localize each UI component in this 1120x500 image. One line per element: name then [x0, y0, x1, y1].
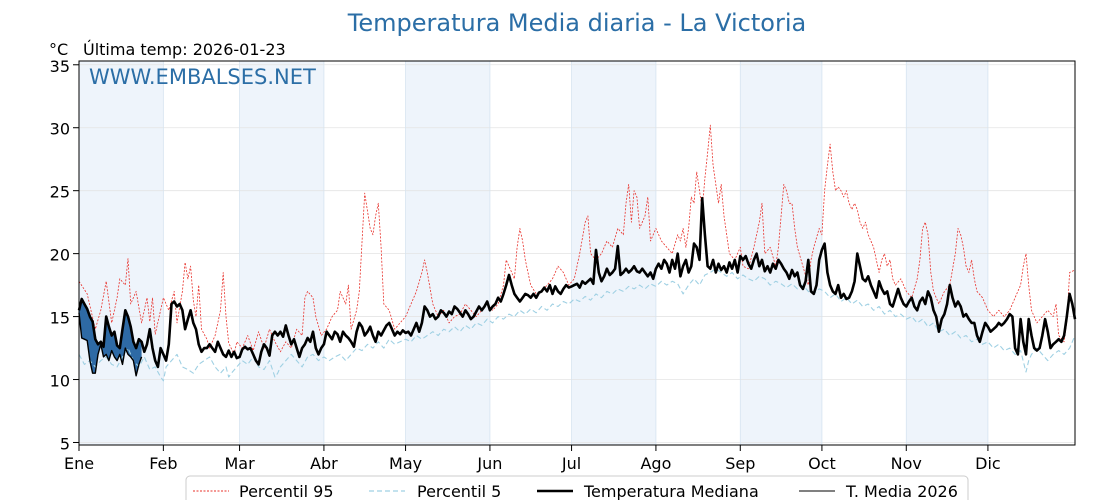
- x-axis: Ene Feb Mar Abr May Jun Jul Ago Sep Oct Nov Dic: [64, 445, 1001, 473]
- x-tick-label: Ago: [640, 454, 671, 473]
- x-tick-label: Jul: [561, 454, 581, 473]
- month-band: [571, 61, 656, 445]
- series-line-p5: [78, 268, 1076, 382]
- legend-label-p95: Percentil 95: [239, 482, 334, 500]
- y-tick-label: 30: [50, 120, 70, 139]
- x-tick-label: May: [389, 454, 422, 473]
- y-tick-label: 10: [50, 372, 70, 391]
- plot-frame: [78, 60, 1076, 446]
- y-tick-label: 15: [50, 309, 70, 328]
- legend-label-current: T. Media 2026: [845, 482, 958, 500]
- legend: Percentil 95 Percentil 5 Temperatura Med…: [185, 475, 969, 500]
- y-tick-label: 35: [50, 57, 70, 76]
- series-layer: [77, 124, 1077, 382]
- month-bands: [79, 61, 988, 445]
- x-tick-label: Oct: [808, 454, 836, 473]
- x-tick-label: Nov: [891, 454, 922, 473]
- legend-label-p5: Percentil 5: [417, 482, 501, 500]
- x-tick-label: Jun: [476, 454, 502, 473]
- legend-box: [185, 475, 969, 500]
- month-band: [405, 61, 490, 445]
- unit-label: °C: [49, 40, 68, 59]
- current-year-fill: [79, 299, 142, 376]
- series-line-current: [78, 312, 143, 377]
- x-tick-label: Feb: [149, 454, 177, 473]
- month-band: [239, 61, 324, 445]
- x-tick-label: Dic: [975, 454, 1001, 473]
- month-band: [740, 61, 822, 445]
- legend-label-median: Temperatura Mediana: [583, 482, 759, 500]
- x-tick-label: Mar: [224, 454, 255, 473]
- month-band: [79, 61, 164, 445]
- series-line-p95: [78, 124, 1076, 355]
- last-temp-label: Última temp: 2026-01-23: [83, 40, 286, 59]
- y-tick-label: 25: [50, 183, 70, 202]
- x-tick-label: Ene: [64, 454, 94, 473]
- x-tick-label: Abr: [310, 454, 338, 473]
- y-tick-label: 5: [60, 434, 70, 453]
- current-year-fill-layer: [79, 299, 142, 376]
- chart-title: Temperatura Media diaria - La Victoria: [347, 9, 806, 37]
- watermark: WWW.EMBALSES.NET: [89, 65, 316, 89]
- y-axis: 5 10 15 20 25 30 35: [50, 57, 79, 453]
- month-band: [906, 61, 988, 445]
- y-tick-label: 20: [50, 246, 70, 265]
- series-line-median: [77, 196, 1077, 369]
- x-tick-label: Sep: [725, 454, 755, 473]
